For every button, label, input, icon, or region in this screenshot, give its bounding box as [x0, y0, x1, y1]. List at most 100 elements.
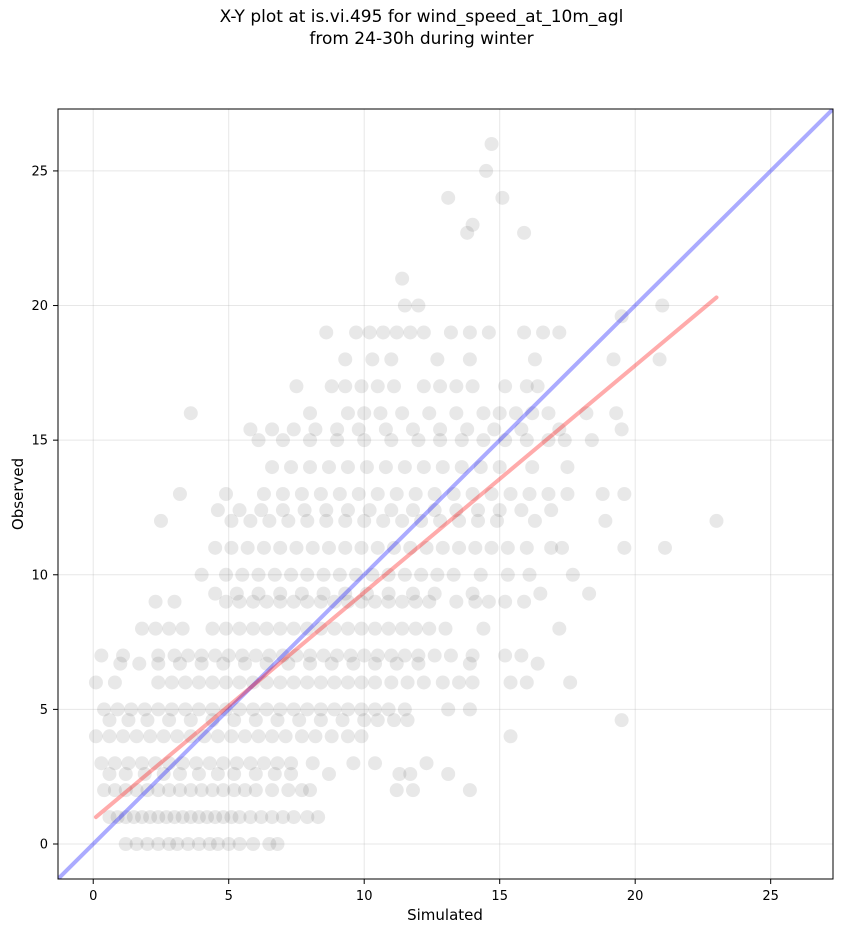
scatter-point — [433, 379, 448, 394]
scatter-point — [300, 513, 315, 528]
scatter-point — [403, 540, 418, 555]
scatter-point — [500, 540, 515, 555]
scatter-point — [522, 567, 537, 582]
scatter-point — [446, 487, 461, 501]
scatter-point — [210, 729, 225, 744]
scatter-point — [557, 433, 572, 448]
scatter-point — [135, 621, 150, 636]
scatter-point — [286, 810, 301, 825]
scatter-point — [194, 648, 209, 663]
scatter-point — [321, 767, 336, 781]
scatter-point — [303, 648, 318, 663]
scatter-point — [349, 325, 364, 340]
scatter-point — [118, 783, 133, 798]
scatter-point — [126, 810, 141, 825]
scatter-point — [164, 702, 179, 717]
scatter-point — [465, 217, 480, 232]
y-tick-label: 5 — [40, 703, 48, 718]
scatter-point — [365, 567, 380, 582]
scatter-point — [256, 540, 271, 555]
scatter-point — [303, 406, 318, 421]
data-points — [88, 137, 724, 851]
scatter-point — [313, 675, 328, 690]
scatter-point — [481, 594, 496, 609]
scatter-point — [153, 513, 168, 528]
scatter-point — [389, 325, 404, 340]
scatter-point — [202, 756, 217, 771]
scatter-point — [232, 675, 247, 690]
scatter-point — [416, 675, 431, 690]
scatter-point — [167, 594, 182, 609]
scatter-point — [256, 756, 271, 771]
scatter-point — [471, 503, 486, 518]
scatter-point — [357, 713, 372, 728]
scatter-point — [300, 675, 315, 690]
scatter-point — [427, 648, 442, 663]
scatter-point — [487, 422, 502, 437]
scatter-point — [465, 675, 480, 690]
scatter-point — [481, 325, 496, 340]
scatter-point — [503, 487, 518, 501]
scatter-point — [525, 460, 540, 475]
scatter-point — [151, 837, 166, 851]
scatter-point — [449, 594, 464, 609]
scatter-point — [210, 503, 225, 518]
scatter-point — [381, 567, 396, 582]
scatter-point — [435, 460, 450, 475]
scatter-point — [303, 656, 318, 671]
y-tick-label: 15 — [31, 434, 48, 449]
scatter-point — [311, 810, 326, 825]
scatter-point — [397, 702, 412, 717]
scatter-point — [248, 648, 263, 663]
scatter-point — [368, 675, 383, 690]
scatter-point — [427, 586, 442, 601]
scatter-point — [219, 675, 234, 690]
scatter-point — [465, 487, 480, 501]
scatter-point — [324, 379, 339, 394]
scatter-point — [563, 675, 578, 690]
scatter-point — [313, 621, 328, 636]
scatter-point — [657, 540, 672, 555]
scatter-point — [357, 648, 372, 663]
scatter-point — [514, 422, 529, 437]
scatter-point — [313, 702, 328, 717]
scatter-point — [384, 503, 399, 518]
scatter-point — [289, 648, 304, 663]
scatter-point — [219, 702, 234, 717]
scatter-point — [251, 729, 266, 744]
scatter-point — [392, 767, 407, 781]
scatter-point — [254, 810, 269, 825]
x-tick-label: 25 — [762, 889, 779, 904]
scatter-point — [405, 586, 420, 601]
scatter-point — [313, 594, 328, 609]
scatter-point — [460, 422, 475, 437]
scatter-point — [452, 513, 467, 528]
scatter-point — [609, 406, 624, 421]
scatter-point — [544, 540, 559, 555]
scatter-point — [354, 729, 369, 744]
scatter-point — [351, 422, 366, 437]
scatter-point — [365, 352, 380, 367]
scatter-point — [243, 810, 258, 825]
scatter-point — [107, 783, 122, 798]
scatter-point — [370, 487, 385, 501]
scatter-point — [508, 406, 523, 421]
scatter-point — [116, 648, 131, 663]
scatter-point — [387, 713, 402, 728]
scatter-point — [181, 837, 196, 851]
scatter-point — [97, 702, 112, 717]
scatter-point — [227, 767, 242, 781]
scatter-point — [368, 621, 383, 636]
scatter-point — [143, 810, 158, 825]
scatter-point — [281, 783, 296, 798]
scatter-point — [427, 503, 442, 518]
scatter-point — [281, 656, 296, 671]
scatter-point — [135, 756, 150, 771]
scatter-point — [327, 621, 342, 636]
scatter-point — [335, 713, 350, 728]
scatter-point — [411, 648, 426, 663]
scatter-point — [246, 675, 261, 690]
scatter-point — [224, 729, 239, 744]
scatter-point — [265, 810, 280, 825]
scatter-point — [289, 540, 304, 555]
